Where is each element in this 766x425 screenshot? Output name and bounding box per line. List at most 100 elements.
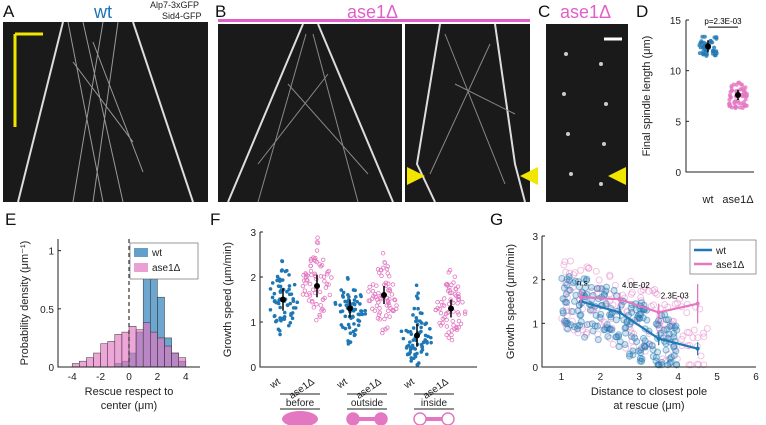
data-point-f — [384, 266, 390, 272]
data-point-d — [710, 40, 715, 45]
data-point-f — [289, 313, 293, 318]
data-point-f — [315, 235, 320, 240]
raw-point-wt-g — [603, 321, 611, 329]
raw-point-ase1-g — [650, 301, 658, 309]
data-point-f — [379, 273, 384, 279]
panel-a-label-alp7: Alp7-3xGFP — [150, 0, 200, 10]
data-point-f — [428, 335, 433, 340]
data-point-f — [268, 307, 273, 312]
data-point-f — [392, 297, 397, 302]
data-point-f — [444, 332, 449, 338]
legend-label-e: ase1Δ — [152, 263, 181, 274]
raw-point-wt-g — [636, 354, 644, 362]
hist-bar-e — [86, 357, 94, 368]
data-point-f — [446, 335, 451, 340]
pvalue-label-g: 4.0E-02 — [622, 281, 651, 290]
pole-icon — [441, 412, 455, 425]
data-point-f — [418, 311, 423, 315]
raw-point-wt-g — [572, 291, 580, 299]
data-point-f — [283, 269, 288, 274]
data-point-f — [295, 300, 300, 305]
ytick-label-f: 3 — [250, 228, 256, 239]
data-point-f — [292, 282, 297, 287]
data-point-f — [378, 296, 384, 302]
raw-point-ase1-g — [583, 263, 591, 271]
data-point-f — [280, 278, 285, 282]
xtick-label-g: 5 — [714, 372, 720, 383]
ytick-label-g: 1 — [532, 319, 538, 330]
data-point-f — [456, 291, 461, 297]
data-point-f — [279, 269, 284, 273]
ylabel-f: Growth speed (μm/min) — [222, 242, 234, 357]
raw-point-ase1-g — [651, 286, 659, 294]
panel-letter-c: C — [538, 2, 551, 21]
data-point-f — [394, 306, 399, 312]
mean-marker-d — [735, 91, 741, 98]
data-point-d — [738, 101, 743, 106]
raw-point-ase1-g — [597, 315, 605, 323]
data-point-f — [387, 303, 392, 308]
raw-point-ase1-g — [592, 267, 600, 275]
data-point-f — [386, 287, 391, 293]
data-point-f — [380, 330, 385, 336]
raw-point-wt-g — [623, 318, 631, 326]
chart-d: 0 5 10 15 Final spindle length (μm) wt ase1Δ p=… — [641, 16, 754, 206]
raw-point-ase1-g — [622, 344, 630, 352]
data-point-f — [399, 329, 404, 334]
mean-marker-g — [617, 310, 622, 315]
data-point-f — [455, 310, 461, 315]
data-point-f — [355, 300, 360, 304]
data-point-d — [704, 50, 709, 55]
data-point-f — [411, 313, 415, 317]
xlabel-e-line2: center (μm) — [101, 400, 157, 412]
mean-marker-g — [656, 310, 661, 315]
raw-point-wt-g — [641, 337, 649, 345]
data-point-f — [322, 278, 327, 284]
data-point-d — [728, 94, 733, 99]
raw-point-ase1-g — [676, 295, 684, 303]
data-point-f — [392, 297, 398, 303]
panel-letter-f: F — [210, 210, 221, 229]
ylabel-d: Final spindle length (μm) — [641, 36, 653, 157]
kymograph-ase1-left — [218, 24, 402, 202]
data-point-f — [370, 296, 375, 301]
raw-point-ase1-g — [696, 305, 704, 313]
data-point-f — [415, 362, 420, 367]
raw-point-wt-g — [607, 313, 615, 321]
raw-point-wt-g — [601, 290, 609, 298]
raw-point-ase1-g — [685, 361, 693, 369]
data-point-f — [437, 306, 442, 312]
data-point-f — [420, 348, 425, 352]
data-point-f — [346, 322, 351, 327]
data-point-f — [412, 306, 417, 311]
raw-point-ase1-g — [609, 340, 617, 348]
data-point-d — [727, 97, 732, 102]
data-point-f — [452, 274, 458, 279]
xtick-label-g: 1 — [559, 372, 565, 383]
raw-point-wt-g — [654, 348, 662, 356]
raw-point-wt-g — [559, 295, 567, 303]
data-point-f — [404, 346, 409, 350]
data-point-f — [272, 291, 277, 296]
data-point-f — [451, 280, 456, 285]
data-point-f — [451, 323, 456, 328]
data-point-f — [440, 316, 446, 321]
data-point-f — [363, 308, 367, 313]
data-point-f — [308, 257, 314, 262]
data-point-f — [419, 325, 423, 330]
data-point-f — [406, 343, 411, 348]
data-point-f — [423, 333, 428, 338]
data-point-d — [699, 39, 704, 44]
raw-point-ase1-g — [671, 300, 679, 308]
data-point-f — [274, 319, 278, 324]
raw-point-ase1-g — [651, 289, 659, 297]
data-point-f — [278, 305, 283, 310]
kymograph-wt — [3, 22, 208, 202]
raw-point-wt-g — [673, 361, 681, 369]
data-point-d — [737, 105, 742, 110]
raw-point-ase1-g — [563, 294, 571, 302]
data-point-f — [293, 306, 298, 310]
data-point-f — [318, 303, 323, 308]
raw-point-wt-g — [574, 325, 582, 333]
data-point-f — [446, 270, 451, 275]
